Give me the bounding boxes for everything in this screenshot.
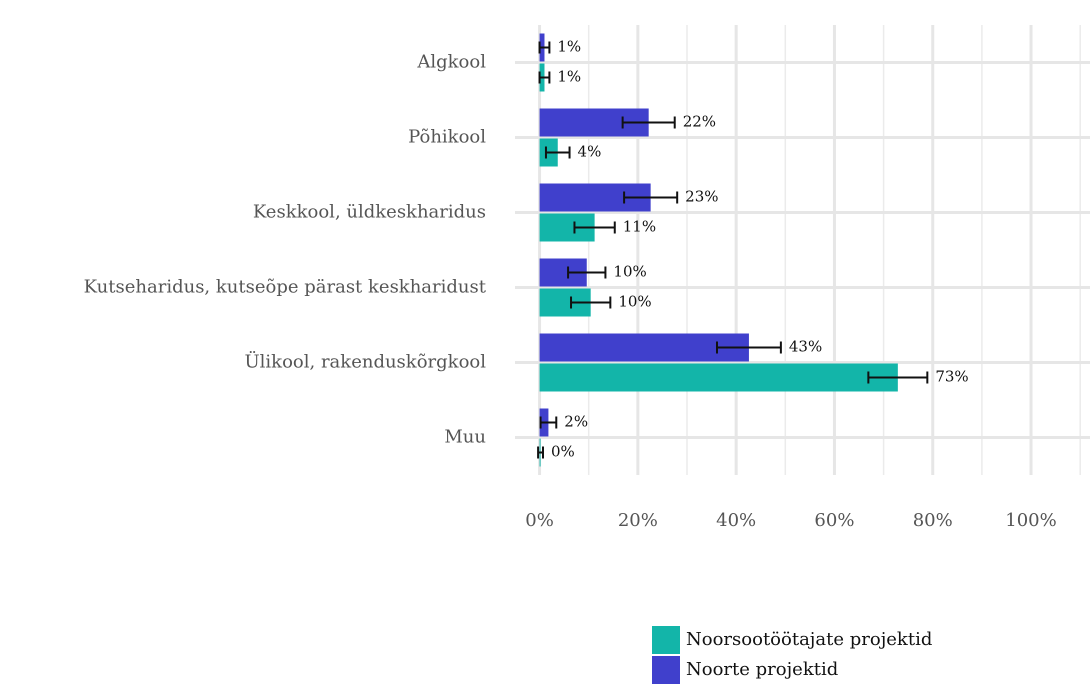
error-bar bbox=[537, 446, 545, 459]
error-bar bbox=[621, 116, 676, 129]
data-label: 11% bbox=[623, 218, 656, 236]
y-tick-label: Põhikool bbox=[408, 127, 486, 148]
data-label: 10% bbox=[618, 293, 651, 311]
legend-swatch bbox=[652, 626, 680, 654]
error-bar bbox=[715, 341, 782, 354]
x-tick-label: 40% bbox=[716, 510, 756, 531]
data-label: 1% bbox=[557, 38, 581, 56]
data-label: 1% bbox=[557, 68, 581, 86]
data-label: 23% bbox=[685, 188, 718, 206]
legend-label: Noorte projektid bbox=[686, 659, 838, 680]
y-tick-label: Muu bbox=[444, 427, 486, 448]
bar bbox=[539, 333, 749, 362]
error-bar bbox=[867, 371, 929, 384]
error-bar bbox=[544, 146, 571, 159]
data-label: 0% bbox=[551, 443, 575, 461]
error-bar bbox=[623, 191, 679, 204]
error-bar bbox=[573, 221, 616, 234]
data-label: 43% bbox=[789, 338, 822, 356]
error-bar bbox=[570, 296, 612, 309]
data-label: 2% bbox=[564, 413, 588, 431]
y-tick-label: Kutseharidus, kutseõpe pärast keskharidu… bbox=[84, 277, 487, 298]
x-tick-label: 20% bbox=[618, 510, 658, 531]
data-label: 4% bbox=[578, 143, 602, 161]
error-bar bbox=[539, 416, 558, 429]
error-bar bbox=[538, 41, 551, 54]
data-label: 73% bbox=[935, 368, 968, 386]
error-bar bbox=[567, 266, 607, 279]
legend-label: Noorsootöötajate projektid bbox=[686, 629, 932, 650]
y-tick-label: Algkool bbox=[416, 52, 486, 73]
x-tick-label: 80% bbox=[913, 510, 953, 531]
bar bbox=[539, 363, 898, 392]
y-tick-label: Ülikool, rakenduskõrgkool bbox=[244, 350, 486, 373]
x-tick-label: 0% bbox=[525, 510, 554, 531]
legend-swatch bbox=[652, 656, 680, 684]
x-tick-label: 100% bbox=[1005, 510, 1056, 531]
x-tick-label: 60% bbox=[814, 510, 854, 531]
y-tick-label: Keskkool, üldkeskharidus bbox=[253, 202, 486, 223]
data-label: 22% bbox=[683, 113, 716, 131]
data-label: 10% bbox=[613, 263, 646, 281]
error-bar bbox=[538, 71, 551, 84]
